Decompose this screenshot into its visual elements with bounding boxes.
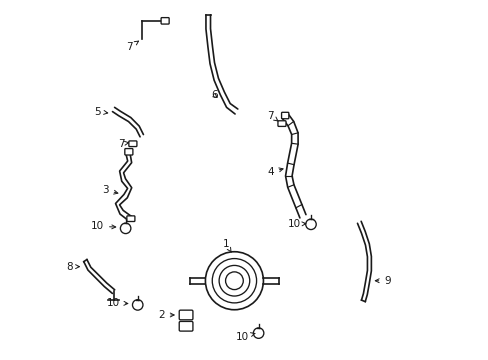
Text: 4: 4	[267, 167, 283, 177]
Text: 7: 7	[118, 139, 128, 149]
Circle shape	[120, 223, 131, 234]
Text: 10: 10	[235, 332, 254, 342]
FancyBboxPatch shape	[129, 141, 137, 147]
FancyBboxPatch shape	[277, 121, 285, 126]
Text: 1: 1	[223, 239, 231, 252]
FancyBboxPatch shape	[126, 216, 135, 221]
Circle shape	[305, 219, 316, 230]
Text: 10: 10	[288, 219, 305, 229]
Text: 10: 10	[91, 221, 116, 231]
Text: 5: 5	[94, 107, 107, 117]
Text: 7: 7	[267, 111, 277, 121]
Text: 8: 8	[66, 262, 80, 272]
Text: 3: 3	[102, 185, 118, 195]
FancyBboxPatch shape	[124, 149, 133, 155]
Text: 9: 9	[374, 276, 390, 286]
Circle shape	[253, 328, 264, 338]
Circle shape	[132, 300, 142, 310]
Text: 6: 6	[210, 90, 217, 100]
FancyBboxPatch shape	[179, 321, 193, 331]
Circle shape	[205, 252, 263, 310]
FancyBboxPatch shape	[281, 112, 288, 119]
Text: 10: 10	[107, 298, 127, 308]
Text: 2: 2	[158, 310, 174, 320]
FancyBboxPatch shape	[161, 18, 169, 24]
Text: 7: 7	[126, 41, 138, 52]
FancyBboxPatch shape	[179, 310, 193, 320]
